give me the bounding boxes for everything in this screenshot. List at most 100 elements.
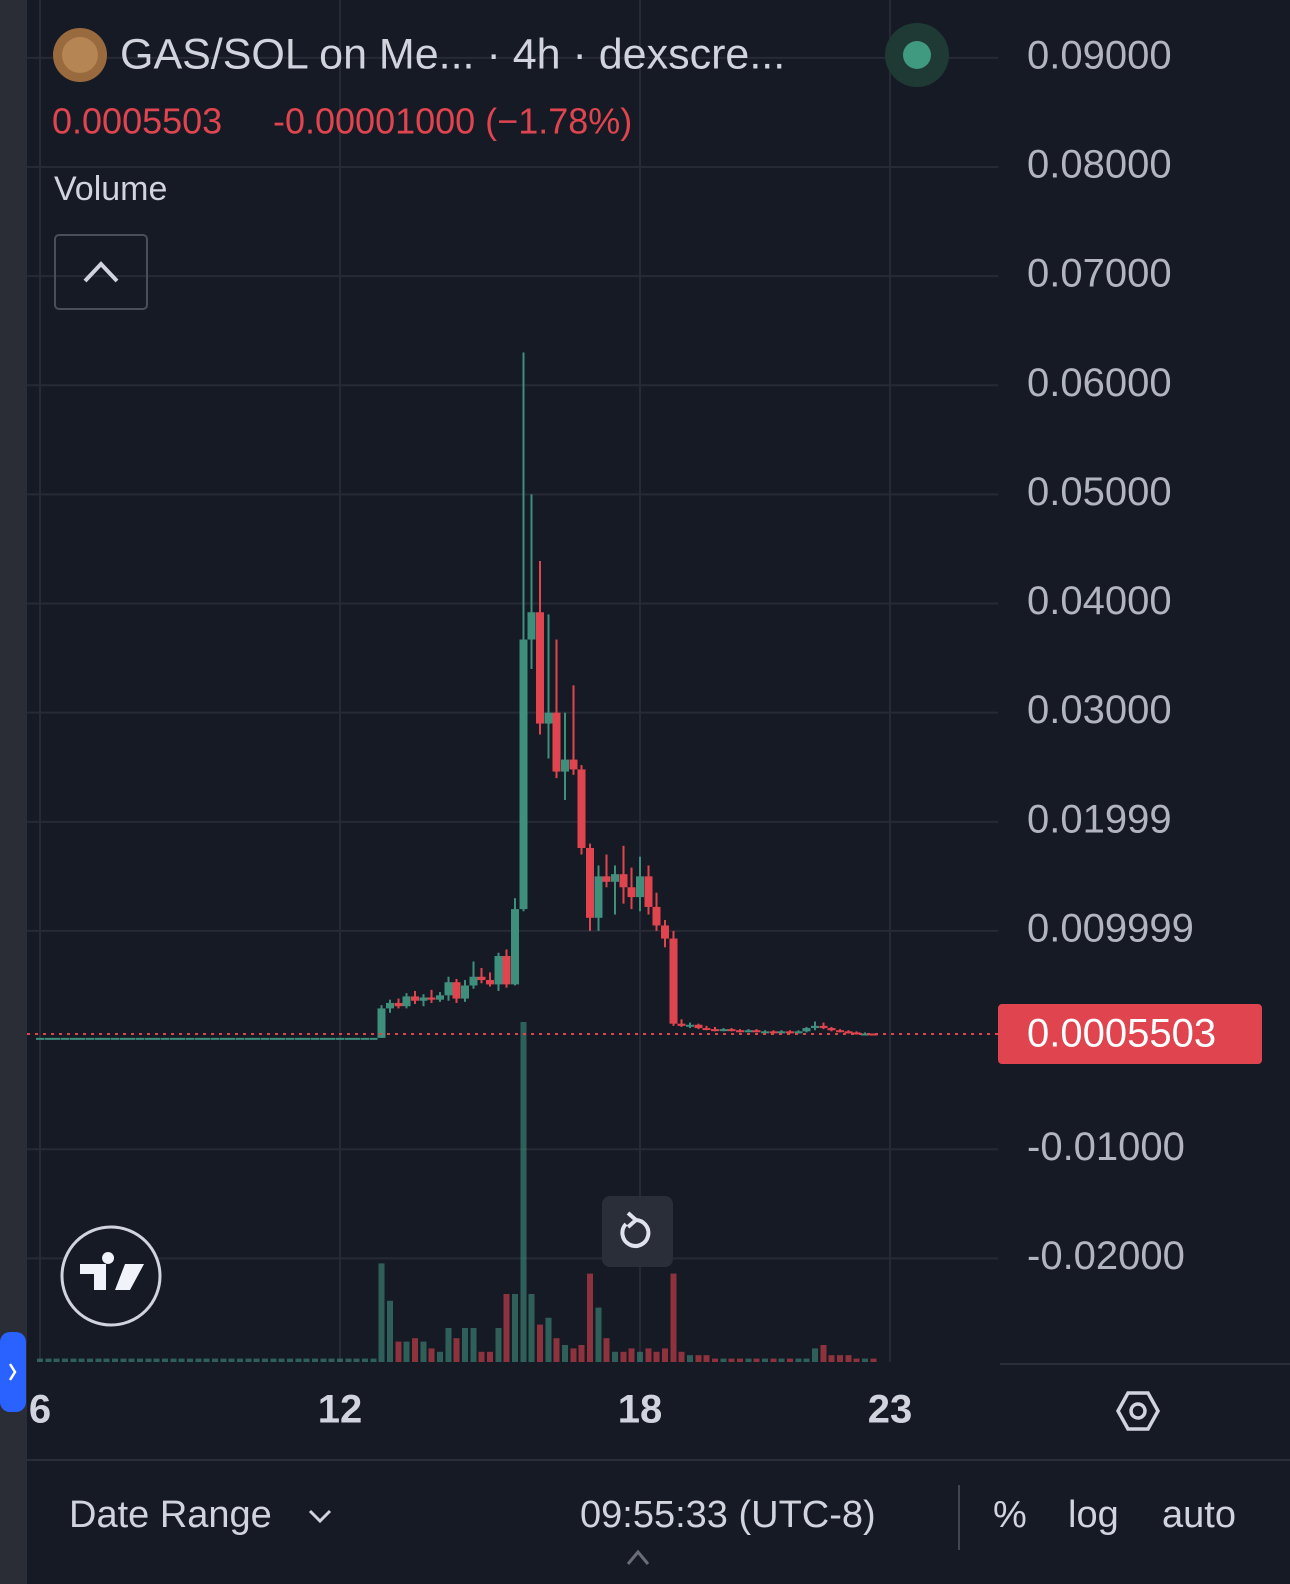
volume-bar bbox=[95, 1358, 102, 1362]
volume-bar bbox=[428, 1348, 435, 1362]
volume-bar bbox=[453, 1338, 460, 1362]
candle-body bbox=[52, 1037, 61, 1040]
volume-bar bbox=[87, 1358, 93, 1362]
candle-body bbox=[702, 1028, 711, 1031]
collapse-button-frame[interactable] bbox=[54, 234, 148, 310]
candle-body bbox=[169, 1037, 178, 1040]
candle-body bbox=[869, 1033, 878, 1036]
volume-bar bbox=[728, 1358, 735, 1362]
x-tick-label: 6 bbox=[29, 1388, 51, 1432]
candle-body bbox=[419, 997, 428, 1001]
candle-body bbox=[511, 909, 519, 985]
candle-body bbox=[177, 1037, 186, 1040]
candle-body bbox=[727, 1029, 736, 1032]
candle-body bbox=[127, 1037, 136, 1040]
volume-bar bbox=[395, 1341, 402, 1362]
candle-body bbox=[286, 1037, 294, 1040]
volume-bar bbox=[70, 1358, 77, 1362]
candle-body bbox=[677, 1023, 686, 1026]
auto-button[interactable]: auto bbox=[1162, 1494, 1236, 1536]
y-tick-label: 0.09000 bbox=[1027, 33, 1172, 77]
candle-body bbox=[694, 1024, 703, 1029]
candle-body bbox=[102, 1037, 111, 1040]
volume-bar bbox=[312, 1358, 318, 1362]
candle-body bbox=[502, 956, 511, 985]
date-range-caret[interactable] bbox=[308, 1509, 332, 1524]
volume-bar bbox=[412, 1338, 418, 1362]
reset-arrow[interactable] bbox=[626, 1211, 640, 1229]
volume-bar bbox=[628, 1348, 635, 1362]
tv-logo-mark bbox=[80, 1252, 144, 1290]
candle-body bbox=[636, 876, 644, 898]
volume-bar bbox=[328, 1358, 335, 1362]
candle-body bbox=[336, 1037, 344, 1040]
volume-bar bbox=[270, 1358, 277, 1362]
date-range-button[interactable]: Date Range bbox=[69, 1494, 272, 1536]
candle-body bbox=[361, 1037, 369, 1040]
tv-logo[interactable] bbox=[60, 1225, 162, 1327]
volume-bar bbox=[262, 1358, 268, 1362]
candle-body bbox=[36, 1037, 44, 1040]
candle-body bbox=[594, 876, 603, 918]
volume-bar bbox=[520, 1022, 527, 1362]
volume-bar bbox=[778, 1358, 785, 1362]
percent-button[interactable]: % bbox=[993, 1494, 1027, 1536]
clock: 09:55:33 (UTC-8) bbox=[580, 1494, 876, 1536]
volume-bar bbox=[470, 1328, 477, 1362]
collapse-icon[interactable] bbox=[83, 261, 119, 283]
volume-bar bbox=[253, 1358, 260, 1362]
volume-bar bbox=[345, 1358, 352, 1362]
candle-body bbox=[69, 1037, 78, 1040]
candle-body bbox=[786, 1031, 794, 1034]
volume-bar bbox=[587, 1273, 593, 1362]
volume-bar bbox=[162, 1358, 168, 1362]
reset-button-bg[interactable] bbox=[602, 1196, 673, 1267]
volume-bar bbox=[862, 1358, 868, 1362]
volume-bar bbox=[670, 1273, 677, 1362]
last-price-tag bbox=[998, 1004, 1262, 1065]
last-price: 0.0005503 bbox=[52, 101, 222, 142]
volume-bar bbox=[228, 1358, 235, 1362]
volume-bar bbox=[712, 1358, 718, 1362]
candle-body bbox=[719, 1029, 728, 1032]
volume-bar bbox=[445, 1328, 452, 1362]
settings-button[interactable] bbox=[1115, 1391, 1161, 1431]
y-tick-label: 0.01999 bbox=[1027, 797, 1172, 841]
candle-body bbox=[577, 769, 586, 848]
candle-body bbox=[144, 1037, 153, 1040]
candle-body bbox=[61, 1037, 69, 1040]
settings-icon-center[interactable] bbox=[1129, 1402, 1147, 1420]
volume-bar bbox=[103, 1358, 110, 1362]
candle-body bbox=[211, 1037, 219, 1040]
candle-body bbox=[77, 1037, 86, 1040]
y-tick-label: -0.02000 bbox=[1027, 1234, 1185, 1278]
volume-bar bbox=[320, 1358, 327, 1362]
volume-bar bbox=[870, 1358, 877, 1362]
side-tab-icon[interactable] bbox=[8, 1363, 17, 1381]
volume-bar bbox=[220, 1358, 227, 1362]
candle-body bbox=[544, 712, 553, 724]
settings-icon[interactable] bbox=[1115, 1391, 1161, 1431]
side-tab[interactable] bbox=[0, 1332, 26, 1412]
candle-body bbox=[94, 1037, 103, 1040]
volume-bar bbox=[112, 1358, 118, 1362]
y-tick-label: 0.05000 bbox=[1027, 470, 1172, 514]
candle-body bbox=[852, 1032, 861, 1035]
volume-bar bbox=[812, 1348, 818, 1362]
volume-bar bbox=[803, 1358, 810, 1362]
volume-bar bbox=[303, 1358, 310, 1362]
candle-body bbox=[352, 1037, 361, 1040]
candle-body bbox=[436, 995, 444, 1000]
collapse-button[interactable] bbox=[54, 234, 148, 310]
candle-body bbox=[602, 876, 611, 882]
reset-icon[interactable] bbox=[620, 1217, 651, 1248]
candle-body bbox=[427, 997, 436, 1000]
x-tick-label: 23 bbox=[868, 1388, 913, 1432]
candle-body bbox=[469, 976, 478, 986]
log-button[interactable]: log bbox=[1068, 1494, 1119, 1536]
volume-bar bbox=[578, 1345, 585, 1362]
candle-body bbox=[461, 985, 469, 999]
volume-bar bbox=[753, 1358, 760, 1362]
candle-body bbox=[794, 1031, 803, 1034]
reset-button[interactable] bbox=[602, 1196, 673, 1267]
